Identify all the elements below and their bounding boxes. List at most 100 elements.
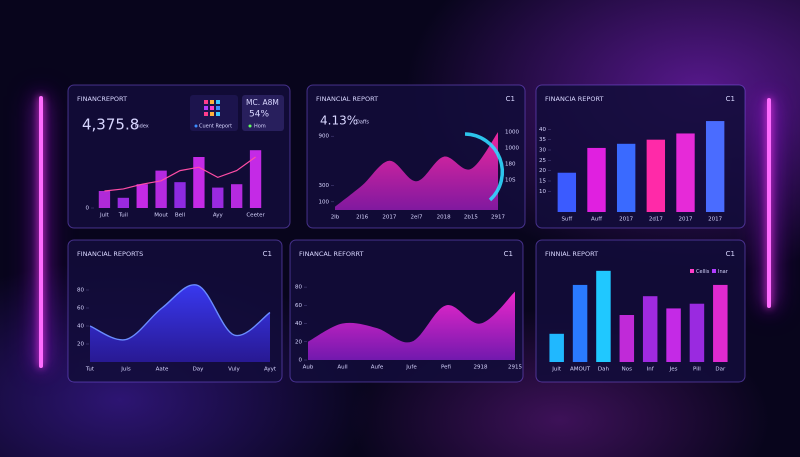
y-tick-label: 20 — [77, 342, 84, 348]
y-tick-label: 300 — [319, 183, 330, 189]
panel-title: FINNIAL REPORT — [545, 250, 598, 258]
right-label: 180 — [505, 162, 516, 168]
bar — [193, 157, 205, 208]
bar — [212, 187, 224, 208]
y-tick-label: 0 — [299, 358, 303, 364]
x-tick-label: 2Ib — [331, 215, 340, 221]
y-tick-label: 80 — [295, 285, 302, 291]
y-tick-label: 30 — [539, 148, 546, 154]
icon-cell — [216, 100, 220, 104]
kpi-dot — [248, 124, 252, 128]
bar — [705, 121, 725, 212]
bar — [231, 184, 243, 208]
x-tick-label: Aub — [303, 365, 314, 371]
headline-note: Daffs — [356, 120, 369, 126]
bar — [174, 182, 186, 208]
legend-label: Cellis — [696, 269, 710, 275]
icon-cell — [204, 100, 208, 104]
y-tick-label: 40 — [295, 321, 302, 327]
x-tick-label: Day — [193, 367, 205, 373]
y-tick-label: 0 — [86, 206, 90, 212]
right-label: 1000 — [505, 146, 519, 152]
x-tick-label: Mout — [154, 213, 169, 219]
ring — [464, 132, 505, 202]
x-tick-label: 2el7 — [411, 215, 423, 221]
legend-label: Cuent Report — [199, 124, 232, 130]
bar — [666, 308, 681, 362]
x-tick-label: Dah — [598, 367, 610, 373]
x-tick-label: 2918 — [474, 365, 488, 371]
icon-cell — [216, 106, 220, 110]
x-tick-label: 2018 — [437, 215, 451, 221]
icon-cell — [216, 112, 220, 116]
x-tick-label: Jufe — [405, 365, 417, 371]
bar — [117, 197, 129, 208]
bar — [646, 139, 666, 212]
headline: 4,375.8 — [82, 116, 139, 134]
icon-cell — [210, 112, 214, 116]
right-label: 1000 — [505, 130, 519, 136]
headline: 4.13% — [320, 114, 358, 128]
headline-note: Index — [135, 124, 149, 130]
icon-cell — [210, 106, 214, 110]
panel-corner: C1 — [726, 250, 735, 258]
x-tick-label: 2017 — [382, 215, 396, 221]
right-label: 10S — [505, 178, 516, 184]
bar — [587, 147, 606, 212]
x-tick-label: AMOUT — [570, 367, 591, 373]
x-tick-label: 2017 — [619, 217, 633, 223]
line — [104, 156, 256, 192]
bar — [616, 143, 636, 212]
x-tick-label: Dar — [715, 367, 726, 373]
x-tick-label: Aate — [156, 367, 169, 373]
x-tick-label: Ayyt — [264, 367, 277, 373]
bar — [572, 284, 588, 362]
x-tick-label: Vuly — [228, 367, 240, 373]
icon-cell — [204, 106, 208, 110]
y-tick-label: 80 — [77, 288, 84, 294]
y-tick-label: 60 — [77, 306, 84, 312]
panel-title: FINANCIAL REPORTS — [77, 250, 143, 258]
y-tick-label: 20 — [539, 168, 546, 174]
bar — [98, 191, 111, 208]
panel-title: FINANCIA REPORT — [545, 95, 603, 103]
x-tick-label: Bell — [175, 213, 186, 219]
bar — [676, 133, 695, 212]
x-tick-label: Jult — [99, 213, 110, 219]
x-tick-label: Auff — [591, 217, 602, 223]
y-tick-label: 20 — [295, 339, 302, 345]
x-tick-label: Suff — [561, 217, 572, 223]
x-tick-label: 2917 — [491, 215, 505, 221]
kpi-note: Hom — [254, 124, 266, 130]
bar — [155, 170, 167, 208]
x-tick-label: Jult — [551, 367, 562, 373]
x-tick-label: Juls — [120, 367, 131, 373]
y-tick-label: 40 — [539, 127, 546, 133]
y-tick-label: 10 — [539, 189, 546, 195]
panel-corner: C1 — [506, 95, 515, 103]
panel-corner: C1 — [504, 250, 513, 258]
legend-label: Inar — [718, 269, 729, 275]
kpi-title: MC. A8M — [246, 98, 279, 107]
panel — [289, 239, 524, 383]
x-tick-label: Ceeter — [246, 213, 265, 219]
neon-bar — [767, 98, 771, 308]
area — [90, 284, 270, 362]
x-tick-label: Pefi — [441, 365, 451, 371]
bar — [619, 315, 635, 362]
x-tick-label: 2I16 — [356, 215, 369, 221]
bar — [642, 296, 658, 362]
bar — [549, 333, 564, 362]
bar — [557, 172, 577, 212]
area — [335, 132, 498, 210]
icon-cell — [210, 100, 214, 104]
y-tick-label: 15 — [539, 179, 546, 185]
kpi-value: 54% — [249, 110, 269, 120]
y-tick-label: 40 — [77, 324, 84, 330]
bar — [689, 303, 705, 362]
x-tick-label: 2b15 — [464, 215, 478, 221]
panel-title: FINANCAL REFORRT — [299, 250, 364, 258]
neon-bar — [39, 96, 43, 368]
x-tick-label: 2017 — [679, 217, 693, 223]
